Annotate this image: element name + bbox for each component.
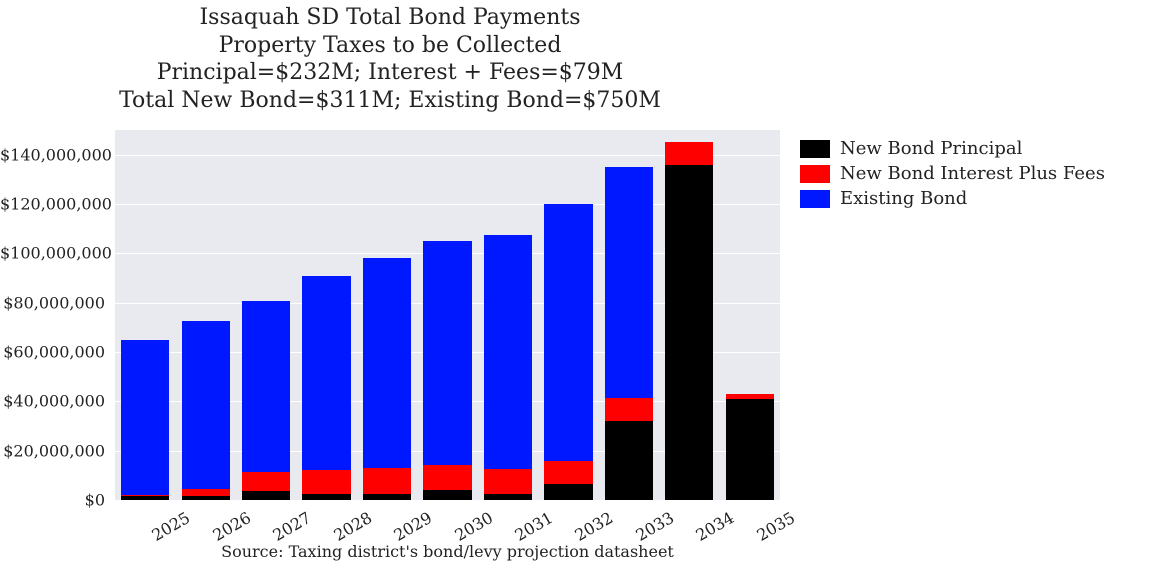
bar-segment-principal (363, 494, 411, 500)
chart-container: Issaquah SD Total Bond Payments Property… (0, 0, 1152, 576)
title-line-1: Issaquah SD Total Bond Payments (0, 4, 780, 32)
bar-group (605, 130, 653, 500)
bar-group (544, 130, 592, 500)
plot-area (115, 130, 780, 500)
legend-label-principal: New Bond Principal (840, 138, 1022, 159)
legend-item-principal: New Bond Principal (800, 138, 1105, 159)
x-tick-label: 2034 (693, 508, 738, 545)
x-tick-label: 2033 (632, 508, 677, 545)
bar-segment-principal (121, 496, 169, 500)
x-tick-label: 2029 (390, 508, 435, 545)
legend: New Bond Principal New Bond Interest Plu… (800, 138, 1105, 213)
bar-segment-interest (726, 394, 774, 399)
bar-segment-interest (423, 465, 471, 490)
bar-segment-principal (605, 421, 653, 500)
legend-swatch-existing (800, 190, 830, 208)
bar-segment-existing (544, 204, 592, 461)
y-tick-label: $40,000,000 (0, 392, 105, 411)
bar-segment-interest (302, 470, 350, 493)
source-label: Source: Taxing district's bond/levy proj… (115, 542, 780, 561)
bar-segment-interest (363, 468, 411, 494)
bar-group (484, 130, 532, 500)
title-line-2: Property Taxes to be Collected (0, 32, 780, 60)
x-tick-label: 2030 (451, 508, 496, 545)
bar-segment-interest (182, 489, 230, 496)
x-tick-label: 2028 (330, 508, 375, 545)
chart-title: Issaquah SD Total Bond Payments Property… (0, 4, 780, 114)
bar-segment-existing (484, 235, 532, 469)
legend-swatch-principal (800, 140, 830, 158)
legend-swatch-interest (800, 165, 830, 183)
bar-segment-interest (242, 472, 290, 492)
title-line-4: Total New Bond=$311M; Existing Bond=$750… (0, 87, 780, 115)
y-tick-label: $140,000,000 (0, 145, 105, 164)
x-tick-label: 2035 (753, 508, 798, 545)
legend-item-existing: Existing Bond (800, 188, 1105, 209)
bar-group (423, 130, 471, 500)
bar-group (726, 130, 774, 500)
x-tick-label: 2031 (511, 508, 556, 545)
bar-segment-principal (302, 494, 350, 500)
bar-segment-principal (423, 490, 471, 500)
x-tick-label: 2027 (270, 508, 315, 545)
x-tick-label: 2026 (209, 508, 254, 545)
y-tick-label: $0 (0, 491, 105, 510)
bar-group (182, 130, 230, 500)
bar-segment-principal (544, 484, 592, 500)
bar-segment-existing (242, 301, 290, 471)
legend-label-existing: Existing Bond (840, 188, 967, 209)
bar-group (242, 130, 290, 500)
bar-segment-existing (423, 241, 471, 465)
grid-line (115, 500, 780, 501)
bar-segment-interest (665, 142, 713, 164)
legend-label-interest: New Bond Interest Plus Fees (840, 163, 1105, 184)
y-tick-label: $80,000,000 (0, 293, 105, 312)
bar-segment-principal (242, 491, 290, 500)
x-tick-label: 2025 (149, 508, 194, 545)
bar-segment-interest (484, 469, 532, 494)
bar-segment-principal (726, 399, 774, 500)
bar-group (363, 130, 411, 500)
y-tick-label: $60,000,000 (0, 343, 105, 362)
bar-segment-interest (605, 398, 653, 421)
bar-group (302, 130, 350, 500)
title-line-3: Principal=$232M; Interest + Fees=$79M (0, 59, 780, 87)
bar-group (665, 130, 713, 500)
bar-segment-principal (665, 165, 713, 500)
legend-item-interest: New Bond Interest Plus Fees (800, 163, 1105, 184)
bar-segment-interest (544, 461, 592, 484)
bar-segment-principal (484, 494, 532, 500)
bar-segment-existing (605, 167, 653, 398)
y-tick-label: $120,000,000 (0, 195, 105, 214)
y-tick-label: $100,000,000 (0, 244, 105, 263)
y-tick-label: $20,000,000 (0, 441, 105, 460)
x-tick-label: 2032 (572, 508, 617, 545)
bar-segment-existing (121, 340, 169, 495)
bar-segment-interest (121, 495, 169, 496)
bar-segment-principal (182, 496, 230, 500)
bar-segment-existing (182, 321, 230, 489)
bar-segment-existing (302, 276, 350, 471)
bar-segment-existing (363, 258, 411, 468)
bar-group (121, 130, 169, 500)
